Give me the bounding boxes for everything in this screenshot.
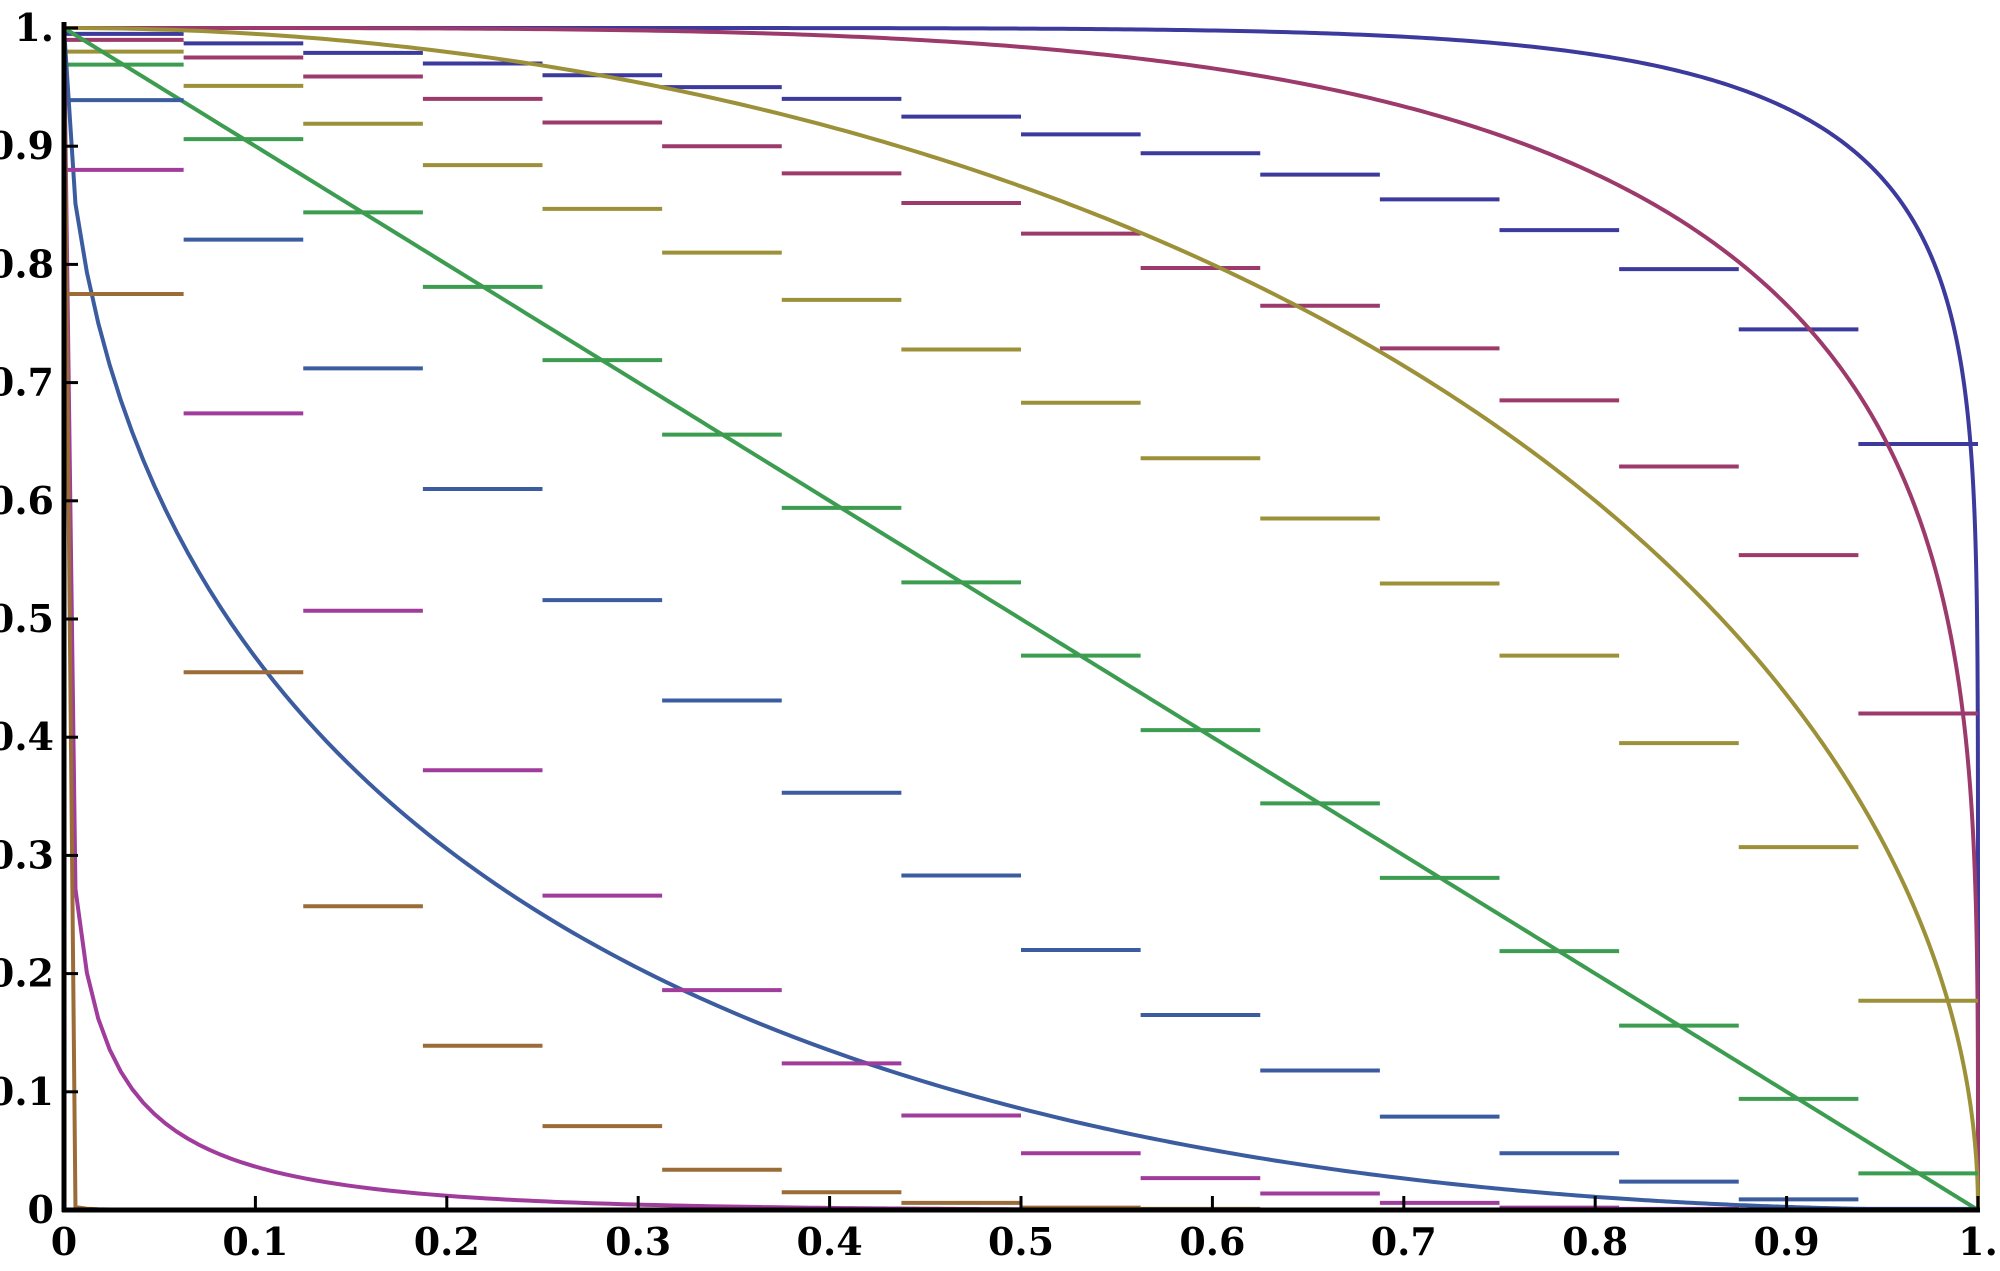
x-tick-label: 0.8 xyxy=(1562,1219,1628,1264)
x-tick-label: 0.6 xyxy=(1179,1219,1245,1264)
x-tick-label: 0.7 xyxy=(1371,1219,1437,1264)
y-tick-label: 0.5 xyxy=(0,596,54,641)
y-tick-label: 0.9 xyxy=(0,123,54,168)
y-tick-label: 0.6 xyxy=(0,478,54,523)
y-tick-label: 0.7 xyxy=(0,360,54,405)
y-tick-label: 0.1 xyxy=(0,1069,54,1114)
x-tick-label: 0.2 xyxy=(414,1219,480,1264)
y-tick-label: 0 xyxy=(28,1187,54,1232)
y-tick-label: 1. xyxy=(14,5,54,50)
series-3-curve xyxy=(63,26,1980,1212)
y-tick-label: 0.2 xyxy=(0,951,54,996)
x-tick-label: 0.1 xyxy=(222,1219,288,1264)
x-tick-label: 0.5 xyxy=(988,1219,1054,1264)
x-tick-label: 0 xyxy=(51,1219,77,1264)
y-axis-ticks: 0 0.1 0.2 0.3 0.4 0.5 0.6 0.7 0.8 0.9 1. xyxy=(0,5,78,1232)
x-axis-ticks: 0 0.1 0.2 0.3 0.4 0.5 0.6 0.7 0.8 0.9 1. xyxy=(51,1196,1998,1264)
series-4 xyxy=(62,26,1980,1212)
y-tick-label: 0.3 xyxy=(0,832,54,877)
series-3 xyxy=(63,26,1980,1212)
series-1-curve xyxy=(64,26,1980,1210)
series-2-curve xyxy=(64,26,1980,1210)
x-tick-label: 1. xyxy=(1958,1219,1998,1264)
x-tick-label: 0.3 xyxy=(605,1219,671,1264)
series-2 xyxy=(64,26,1980,1210)
x-tick-label: 0.4 xyxy=(797,1219,863,1264)
series-4-curve xyxy=(62,26,1980,1212)
y-tick-label: 0.8 xyxy=(0,241,54,286)
x-tick-label: 0.9 xyxy=(1754,1219,1820,1264)
series-layer xyxy=(62,26,1980,1212)
y-tick-label: 0.4 xyxy=(0,714,54,759)
series-1 xyxy=(64,26,1980,1210)
